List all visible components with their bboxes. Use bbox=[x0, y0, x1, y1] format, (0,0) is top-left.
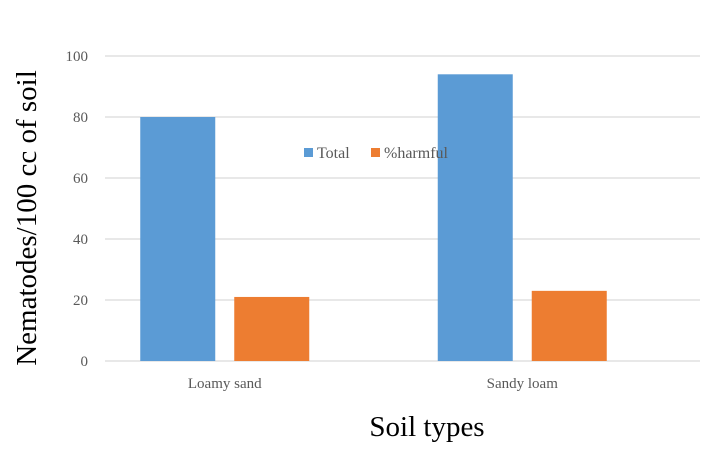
y-tick-label: 100 bbox=[66, 49, 89, 65]
x-tick-label: Loamy sand bbox=[188, 376, 262, 392]
y-tick-label: 60 bbox=[73, 171, 88, 187]
y-axis-label: Nematodes/100 cc of soil bbox=[11, 70, 43, 366]
x-axis-label: Soil types bbox=[369, 411, 484, 443]
legend-swatch bbox=[371, 148, 380, 157]
y-tick-label: 40 bbox=[73, 232, 88, 248]
bar-total-0 bbox=[140, 117, 216, 361]
y-tick-label: 80 bbox=[73, 110, 88, 126]
bar-harmful-0 bbox=[234, 296, 310, 361]
legend-swatch bbox=[304, 148, 313, 157]
y-tick-label: 0 bbox=[81, 354, 89, 370]
bar-total-1 bbox=[437, 74, 513, 362]
x-tick-label: Sandy loam bbox=[487, 376, 559, 392]
bar-harmful-1 bbox=[531, 290, 607, 361]
legend-label: Total bbox=[317, 145, 350, 162]
y-tick-label: 20 bbox=[73, 293, 88, 309]
legend-label: %harmful bbox=[384, 145, 449, 162]
